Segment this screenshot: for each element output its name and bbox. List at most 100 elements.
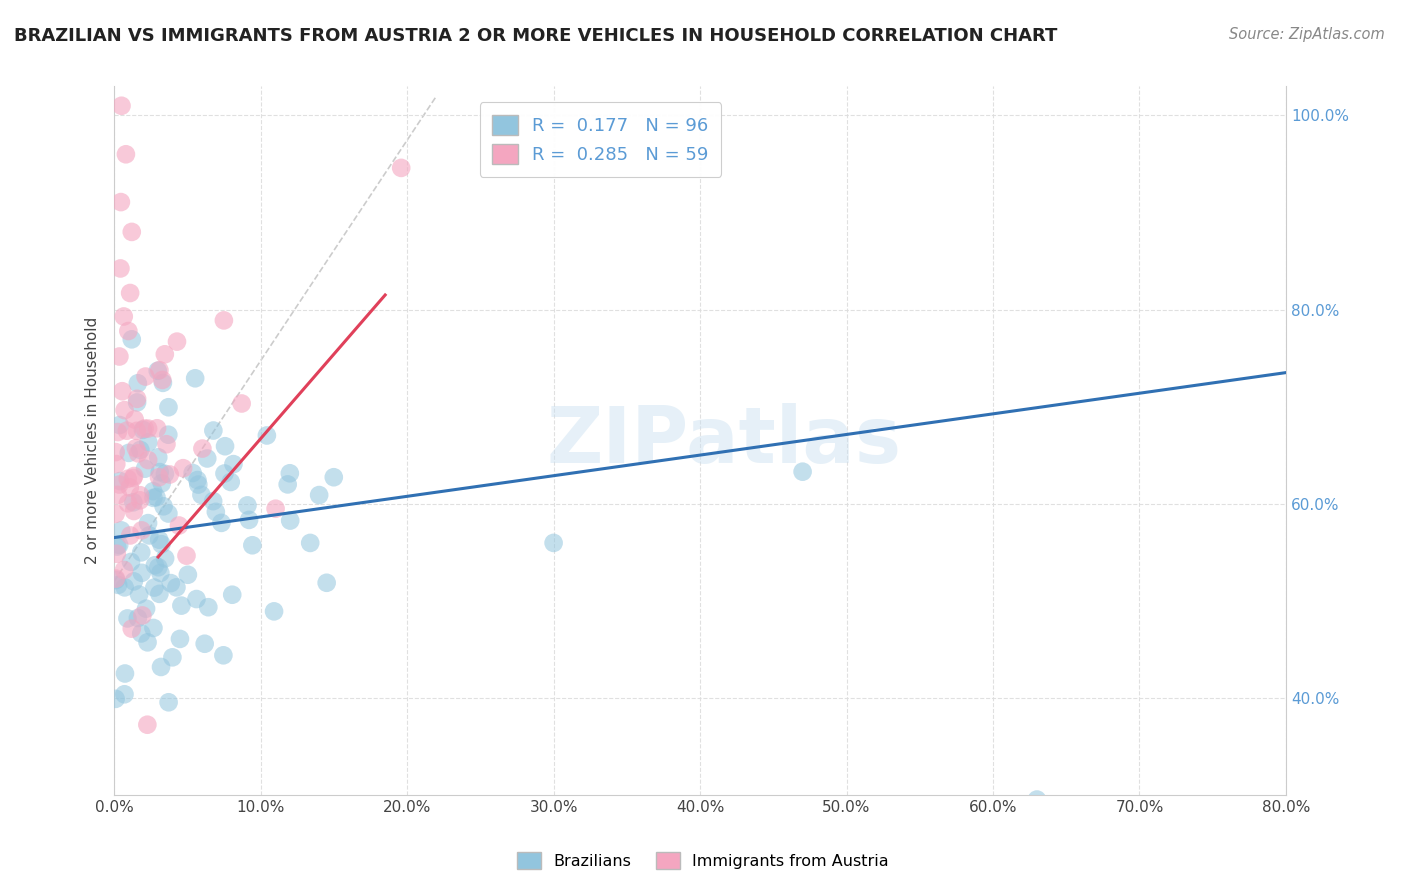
Point	[125, 395, 148, 409]
Point	[131, 524, 153, 538]
Point	[114, 666, 136, 681]
Point	[108, 477, 131, 491]
Point	[121, 332, 143, 346]
Point	[143, 581, 166, 595]
Point	[256, 428, 278, 442]
Point	[108, 538, 131, 552]
Point	[153, 551, 176, 566]
Point	[153, 467, 176, 481]
Point	[169, 632, 191, 646]
Point	[129, 488, 152, 502]
Point	[125, 424, 148, 438]
Point	[105, 573, 128, 587]
Point	[129, 493, 152, 508]
Point	[197, 600, 219, 615]
Point	[148, 450, 170, 465]
Point	[278, 467, 301, 481]
Point	[231, 396, 253, 410]
Point	[1026, 792, 1049, 806]
Point	[186, 592, 208, 607]
Point	[120, 528, 142, 542]
Point	[107, 578, 129, 592]
Point	[132, 423, 155, 437]
Point	[105, 547, 128, 561]
Point	[142, 621, 165, 635]
Point	[155, 437, 177, 451]
Point	[159, 576, 181, 591]
Point	[148, 533, 170, 547]
Point	[127, 611, 149, 625]
Point	[146, 421, 169, 435]
Point	[202, 494, 225, 508]
Point	[157, 427, 180, 442]
Point	[214, 439, 236, 453]
Point	[114, 403, 136, 417]
Point	[110, 261, 132, 276]
Point	[190, 488, 212, 502]
Point	[543, 536, 565, 550]
Point	[792, 465, 814, 479]
Point	[136, 453, 159, 467]
Point	[129, 545, 152, 559]
Point	[184, 371, 207, 385]
Point	[104, 691, 127, 706]
Text: Source: ZipAtlas.com: Source: ZipAtlas.com	[1229, 27, 1385, 42]
Point	[152, 500, 174, 514]
Point	[110, 524, 132, 538]
Point	[107, 425, 129, 439]
Point	[389, 161, 412, 175]
Point	[121, 622, 143, 636]
Point	[120, 555, 142, 569]
Point	[191, 442, 214, 456]
Point	[104, 572, 127, 586]
Point	[150, 537, 173, 551]
Point	[127, 376, 149, 391]
Point	[108, 350, 131, 364]
Point	[112, 563, 135, 577]
Point	[121, 225, 143, 239]
Point	[110, 195, 132, 210]
Point	[152, 376, 174, 390]
Text: BRAZILIAN VS IMMIGRANTS FROM AUSTRIA 2 OR MORE VEHICLES IN HOUSEHOLD CORRELATION: BRAZILIAN VS IMMIGRANTS FROM AUSTRIA 2 O…	[14, 27, 1057, 45]
Point	[177, 567, 200, 582]
Point	[308, 488, 330, 502]
Point	[195, 451, 218, 466]
Point	[145, 490, 167, 504]
Point	[315, 575, 337, 590]
Point	[117, 472, 139, 486]
Point	[222, 457, 245, 471]
Point	[212, 648, 235, 663]
Point	[187, 477, 209, 491]
Point	[117, 611, 139, 625]
Point	[108, 474, 131, 488]
Point	[172, 461, 194, 475]
Point	[118, 446, 141, 460]
Point	[149, 566, 172, 580]
Point	[167, 518, 190, 533]
Point	[111, 384, 134, 399]
Point	[112, 310, 135, 324]
Point	[114, 580, 136, 594]
Point	[122, 504, 145, 518]
Point	[181, 466, 204, 480]
Point	[148, 560, 170, 574]
Point	[104, 445, 127, 459]
Point	[221, 588, 243, 602]
Point	[117, 324, 139, 338]
Point	[136, 421, 159, 435]
Point	[115, 424, 138, 438]
Point	[114, 687, 136, 701]
Point	[131, 608, 153, 623]
Point	[212, 313, 235, 327]
Point	[105, 540, 128, 554]
Point	[277, 477, 299, 491]
Point	[125, 441, 148, 455]
Point	[209, 516, 232, 530]
Point	[120, 285, 142, 300]
Point	[108, 417, 131, 432]
Point	[142, 491, 165, 505]
Point	[129, 626, 152, 640]
Point	[236, 499, 259, 513]
Point	[157, 401, 180, 415]
Point	[153, 347, 176, 361]
